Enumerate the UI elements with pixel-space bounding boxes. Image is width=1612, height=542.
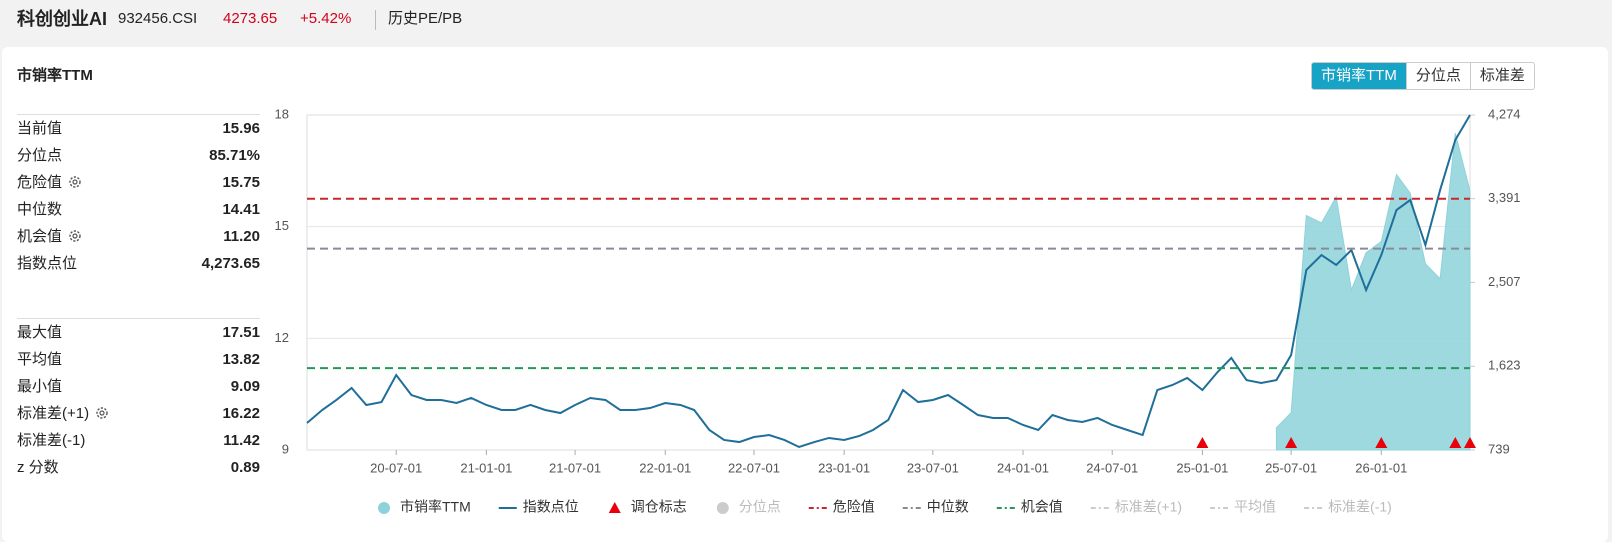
line (306, 114, 1471, 449)
stat-row: 机会值 11.20 (17, 223, 260, 250)
stat-row: 平均值 13.82 (17, 346, 260, 373)
settings-icon[interactable] (68, 175, 82, 189)
stat-row: 指数点位 4,273.65 (17, 250, 260, 277)
stat-row: z 分数 0.89 (17, 454, 260, 481)
rebalance-marker (1285, 437, 1298, 448)
stat-row: 标准差(+1) 16.22 (17, 400, 260, 427)
legend-label[interactable]: 调仓标志 (631, 499, 687, 515)
tabs: 市销率TTM 分位点 标准差 (1311, 62, 1535, 90)
stat-row: 危险值 15.75 (17, 169, 260, 196)
stat-row: 最小值 9.09 (17, 373, 260, 400)
y-tick-label: 12 (275, 330, 289, 345)
x-tick-label: 21-01-01 (460, 460, 512, 475)
legend-label[interactable]: 市销率TTM (400, 499, 471, 515)
legend-symbol (608, 502, 621, 513)
y2-tick-label: 2,507 (1488, 274, 1521, 289)
panel-title: 市销率TTM (17, 67, 93, 84)
x-tick-label: 23-01-01 (818, 460, 870, 475)
stat-label: 最大值 (17, 324, 63, 341)
stat-row: 标准差(-1) 11.42 (17, 427, 260, 454)
legend-label[interactable]: 标准差(-1) (1328, 499, 1392, 515)
settings-icon[interactable] (68, 229, 82, 243)
tab[interactable]: 分位点 (1405, 63, 1470, 89)
stat-label: 中位数 (17, 201, 63, 218)
rebalance-marker (1196, 437, 1209, 448)
stat-row: 当前值 15.96 (17, 115, 260, 142)
settings-icon[interactable] (95, 406, 109, 420)
index-name: 科创创业AI (17, 9, 107, 29)
x-tick-label: 26-01-01 (1355, 460, 1407, 475)
x-tick-label: 25-07-01 (1265, 460, 1317, 475)
legend-label[interactable]: 标准差(+1) (1115, 499, 1182, 515)
stat-label: 当前值 (17, 120, 63, 137)
legend-symbol (378, 502, 390, 514)
x-tick-label: 22-07-01 (728, 460, 780, 475)
y-tick-label: 15 (275, 218, 289, 233)
stat-label: 危险值 (17, 174, 63, 191)
y-tick-label: 9 (282, 441, 289, 456)
y2-tick-label: 1,623 (1488, 358, 1521, 373)
stat-value: 11.20 (223, 228, 260, 245)
stat-label: 机会值 (17, 228, 63, 245)
rebalance-marker (1464, 437, 1476, 448)
history-link[interactable]: 历史PE/PB (388, 10, 463, 27)
y2-tick-label: 4,274 (1488, 106, 1521, 121)
stat-value: 9.09 (230, 378, 260, 395)
stat-label: 标准差(-1) (17, 432, 86, 449)
legend-label[interactable]: 分位点 (739, 499, 781, 515)
tab[interactable]: 市销率TTM (1312, 63, 1406, 89)
legend-symbol (716, 502, 729, 514)
stat-value: 16.22 (222, 405, 260, 422)
stat-value: 15.96 (222, 120, 260, 137)
stat-label: 平均值 (17, 351, 63, 368)
rebalance-marker (1449, 437, 1462, 448)
stat-label: 最小值 (17, 378, 63, 395)
stat-label: 指数点位 (17, 255, 78, 272)
stats-group: 最大值 17.51 平均值 13.82 最小值 9.09 标准差(+1) 16.22 标准差(-… (17, 318, 260, 481)
change: +5.42% (300, 10, 352, 27)
stat-value: 13.82 (222, 351, 260, 368)
legend-label[interactable]: 平均值 (1234, 499, 1276, 515)
stat-row: 最大值 17.51 (17, 319, 260, 346)
stat-value: 11.42 (223, 432, 260, 449)
stat-value: 14.41 (222, 201, 260, 218)
legend-label[interactable]: 中位数 (927, 499, 969, 515)
rebalance-marker (1375, 437, 1388, 448)
x-tick-label: 24-01-01 (997, 460, 1049, 475)
legend-label[interactable]: 指数点位 (523, 499, 579, 515)
x-tick-label: 22-01-01 (639, 460, 691, 475)
stat-value: 4,273.65 (201, 255, 260, 272)
stats-group: 当前值 15.96 分位点 85.71% 危险值 15.75 中位数 14.41 机会值 11.2… (17, 114, 260, 277)
x-tick-label: 20-07-01 (370, 460, 422, 475)
price: 4273.65 (223, 10, 278, 27)
x-tick-label: 23-07-01 (907, 460, 959, 475)
stat-row: 中位数 14.41 (17, 196, 260, 223)
stat-label: z 分数 (17, 459, 59, 476)
stat-value: 0.89 (230, 459, 260, 476)
legend-label[interactable]: 危险值 (833, 499, 875, 515)
y-tick-label: 18 (275, 106, 289, 121)
stat-row: 分位点 85.71% (17, 142, 260, 169)
legend-label[interactable]: 机会值 (1021, 499, 1063, 515)
x-tick-label: 21-07-01 (549, 460, 601, 475)
stat-value: 15.75 (222, 174, 260, 191)
area (1275, 133, 1471, 451)
stat-value: 17.51 (222, 324, 260, 341)
y2-tick-label: 739 (1488, 441, 1510, 456)
tab[interactable]: 标准差 (1469, 63, 1534, 89)
stat-label: 标准差(+1) (17, 405, 90, 422)
x-tick-label: 25-01-01 (1176, 460, 1228, 475)
index-code: 932456.CSI (118, 10, 198, 27)
x-tick-label: 24-07-01 (1086, 460, 1138, 475)
y2-tick-label: 3,391 (1488, 190, 1521, 205)
stat-label: 分位点 (17, 147, 63, 164)
separator (375, 10, 376, 30)
stat-value: 85.71% (209, 147, 260, 164)
